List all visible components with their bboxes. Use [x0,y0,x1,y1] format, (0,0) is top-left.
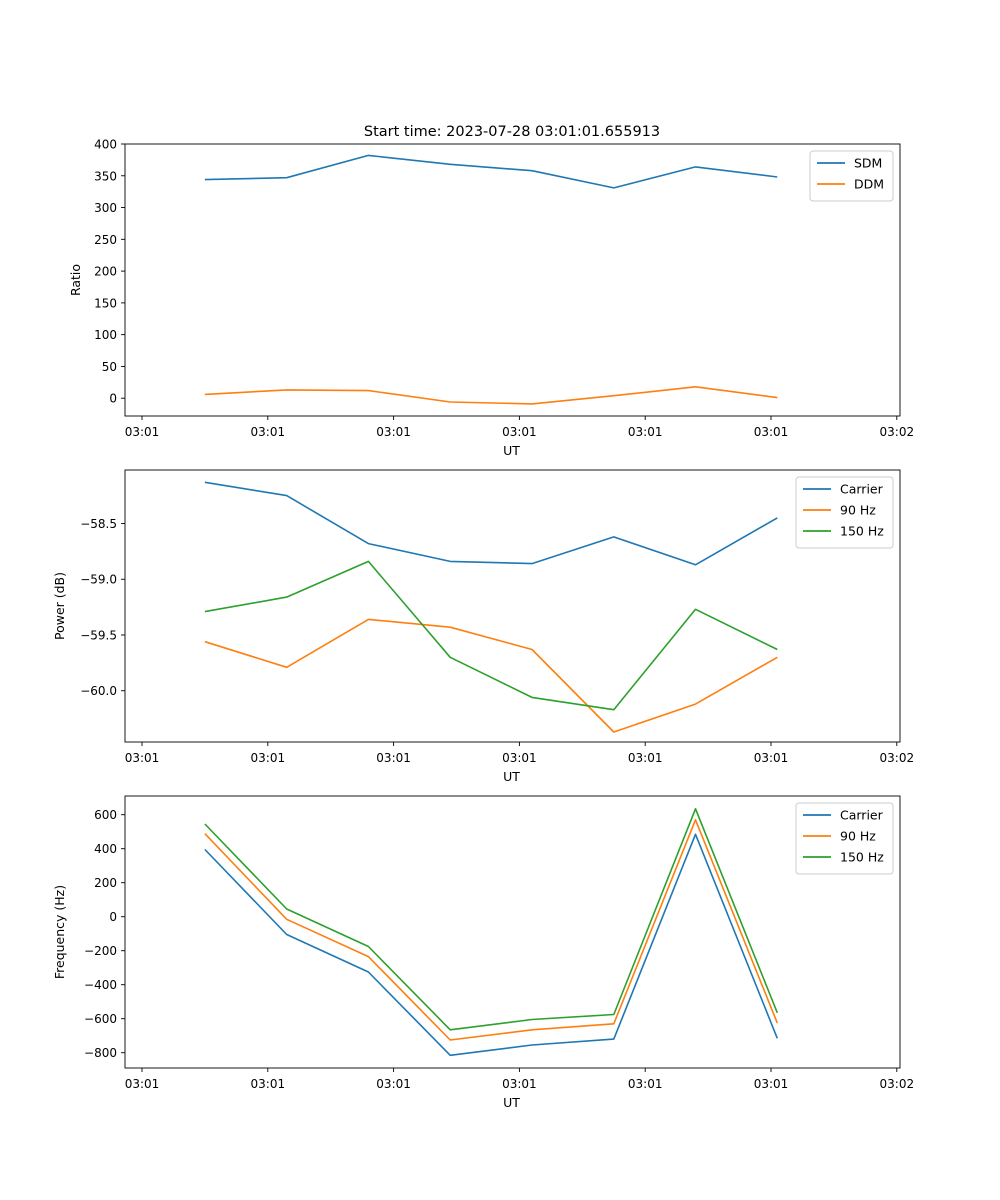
x-tick-label: 03:01 [754,751,789,765]
x-tick-label: 03:02 [880,425,915,439]
y-tick-label: 50 [102,360,117,374]
subplot-2: 03:01 03:01 03:01 03:01 03:01 03:01 03:02 −58.5… [52,469,915,784]
legend-label: DDM [854,177,884,192]
x-tick-label: 03:01 [251,751,286,765]
x-tick-label: 03:01 [376,751,411,765]
y-tick-label: −58.5 [80,517,117,531]
x-tick-label: 03:01 [125,751,160,765]
y-tick-label: 200 [94,265,117,279]
series-line-150-hz [204,807,779,1031]
x-tick-label: 03:01 [502,1077,537,1091]
axes-frame [124,143,901,417]
y-tick-label: 400 [94,138,117,152]
x-tick-label: 03:01 [628,751,663,765]
x-tick-label: 03:01 [125,1077,160,1091]
x-tick-label: 03:01 [125,425,160,439]
legend: Carrier 90 Hz 150 Hz [795,802,894,875]
y-tick-label: 100 [94,328,117,342]
legend-label: Carrier [840,808,884,823]
y-tick-label: 0 [109,910,117,924]
series-line-ddm [204,385,778,405]
legend-label: 150 Hz [840,524,884,539]
legend-label: Carrier [840,482,884,497]
y-axis-label: Frequency (Hz) [52,885,67,979]
subplot-3: 03:01 03:01 03:01 03:01 03:01 03:01 03:02 600 40… [52,795,915,1110]
y-tick-label: 350 [94,169,117,183]
legend-label: 90 Hz [840,829,876,844]
y-tick-label: −200 [84,944,117,958]
x-tick-label: 03:01 [754,425,789,439]
y-tick-label: 0 [109,392,117,406]
x-tick-label: 03:01 [376,425,411,439]
axes-frame [124,469,901,743]
series-line-150-hz [204,560,778,711]
legend: SDM DDM [809,150,894,202]
legend-label: SDM [854,156,882,171]
x-axis-label: UT [503,1095,520,1110]
x-axis-label: UT [503,443,520,458]
y-tick-label: −600 [84,1012,117,1026]
x-tick-label: 03:01 [251,425,286,439]
y-tick-label: −59.0 [80,573,117,587]
y-tick-label: 250 [94,233,117,247]
series-line-sdm [204,154,778,189]
series-line-carrier [204,833,779,1057]
x-tick-label: 03:01 [502,425,537,439]
x-axis-label: UT [503,769,520,784]
series-line-90-hz [204,618,778,733]
axes-frame [124,795,901,1069]
legend: Carrier 90 Hz 150 Hz [795,476,894,549]
y-tick-label: 150 [94,296,117,310]
y-tick-label: −400 [84,978,117,992]
subplot-1: 03:01 03:01 03:01 03:01 03:01 03:01 03:02 0 50 10… [68,138,914,459]
x-tick-label: 03:02 [880,1077,915,1091]
figure-title: Start time: 2023-07-28 03:01:01.655913 [364,124,660,140]
y-tick-label: 200 [94,876,117,890]
x-tick-label: 03:01 [251,1077,286,1091]
series-line-carrier [204,481,778,566]
x-tick-label: 03:02 [880,751,915,765]
y-tick-label: −60.0 [80,684,117,698]
y-tick-label: −59.5 [80,628,117,642]
y-tick-label: 400 [94,842,117,856]
series-line-90-hz [204,818,779,1041]
legend-label: 90 Hz [840,503,876,518]
x-tick-label: 03:01 [628,1077,663,1091]
x-tick-label: 03:01 [628,425,663,439]
y-axis-label: Ratio [68,264,83,296]
x-tick-label: 03:01 [754,1077,789,1091]
y-tick-label: 300 [94,201,117,215]
x-tick-label: 03:01 [502,751,537,765]
legend-label: 150 Hz [840,850,884,865]
x-tick-label: 03:01 [376,1077,411,1091]
y-axis-label: Power (dB) [52,572,67,640]
y-tick-label: 600 [94,808,117,822]
y-tick-label: −800 [84,1046,117,1060]
